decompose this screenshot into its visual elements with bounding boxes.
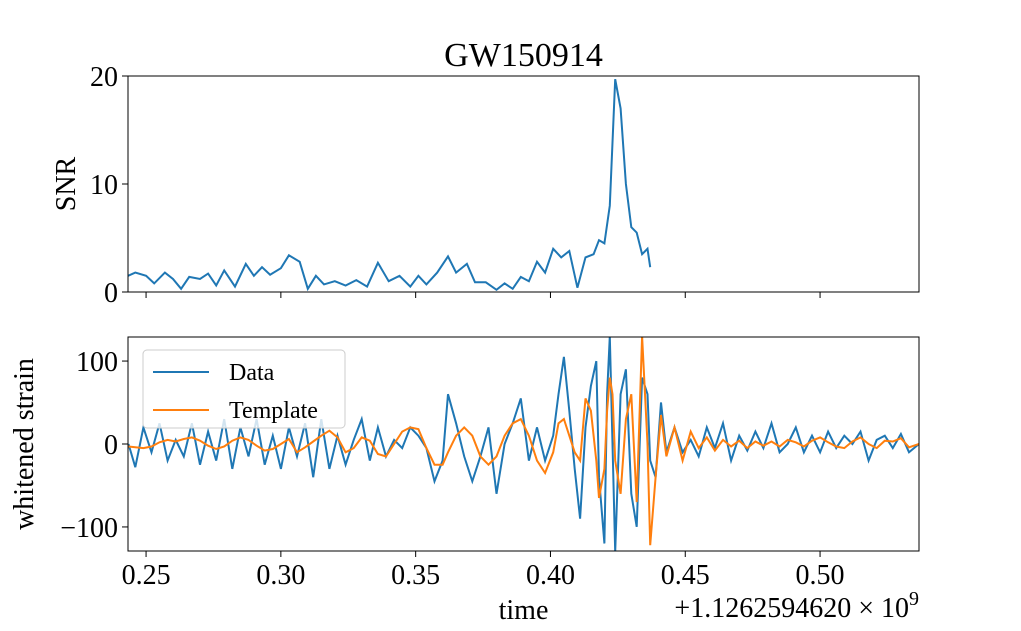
x-tick-label: 0.35: [391, 560, 440, 591]
legend-label: Template: [229, 398, 318, 424]
series-line: [128, 337, 919, 546]
x-tick-label: 0.40: [526, 560, 575, 591]
x-tick-label: 0.30: [256, 560, 305, 591]
y-tick-label: 100: [76, 347, 118, 378]
series-line: [128, 79, 652, 292]
legend-label: Data: [229, 360, 275, 386]
y-tick-label: 0: [104, 278, 118, 309]
chart-title: GW150914: [444, 37, 603, 74]
y-tick-label: 20: [90, 62, 118, 93]
axes-frame: [127, 75, 920, 293]
y-tick-label: 0: [104, 430, 118, 461]
y-axis-label: SNR: [51, 156, 82, 211]
plot-area: [128, 337, 919, 551]
x-axis-label: time: [499, 595, 549, 626]
y-tick-label: 10: [90, 170, 118, 201]
y-axis-label: whitened strain: [9, 358, 40, 530]
x-offset-text: +1.1262594620 × 10: [674, 593, 909, 624]
legend-box: [142, 349, 346, 429]
x-tick-label: 0.25: [122, 560, 171, 591]
x-tick-label: 0.50: [796, 560, 845, 591]
y-tick-label: −100: [60, 513, 118, 544]
series-line: [128, 337, 919, 551]
plot-area: [128, 79, 652, 292]
x-offset-exponent: 9: [909, 588, 919, 610]
x-tick-label: 0.45: [661, 560, 710, 591]
x-offset-label: +1.1262594620 × 109: [674, 588, 919, 624]
